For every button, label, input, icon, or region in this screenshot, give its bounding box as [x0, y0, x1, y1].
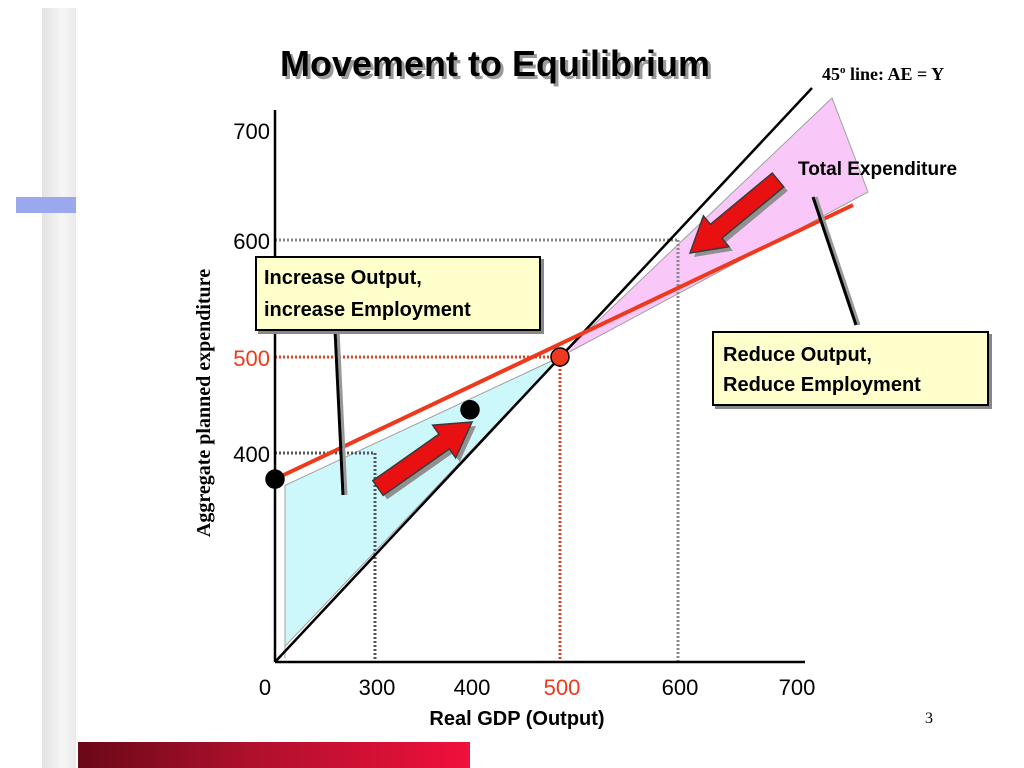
x-tick-700: 700 [779, 675, 816, 700]
annotation-increase-line1: Increase Output, [264, 267, 422, 289]
point-0-350 [265, 469, 285, 489]
point-400-445 [460, 400, 480, 420]
x-tick-0: 0 [259, 675, 271, 700]
point-500-500 [550, 347, 570, 367]
series-label-total-expenditure: Total Expenditure [798, 159, 957, 180]
arrow-up-right [371, 421, 476, 500]
annotation-reduce-line1: Reduce Output, [723, 344, 872, 366]
series-label-45-line: 45o line: AE = Y [822, 64, 944, 84]
x-tick-400: 400 [454, 675, 491, 700]
y-tick-600: 600 [233, 229, 270, 254]
y-tick-700: 700 [233, 119, 270, 144]
annotation-increase: Increase Output, increase Employment [255, 256, 541, 331]
left-decor-bar [42, 8, 76, 768]
y-axis-label: Aggregate planned expenditure [193, 269, 215, 537]
leader-line-0 [333, 329, 345, 496]
leader-shadow-0 [336, 329, 348, 496]
left-accent-tab [16, 197, 76, 213]
x-tick-600: 600 [662, 675, 699, 700]
y-tick-400: 400 [233, 442, 270, 467]
series-45-line [274, 87, 813, 663]
x-tick-300: 300 [359, 675, 396, 700]
x-tick-500: 500 [544, 675, 581, 700]
leader-shadow-1 [814, 196, 861, 326]
series-total-expenditure [274, 203, 854, 481]
arrow-down-left-body [688, 172, 785, 254]
y-tick-500: 500 [233, 346, 270, 371]
leader-line-1 [811, 196, 858, 326]
slide-number: 3 [925, 710, 933, 727]
arrow-down-left [688, 172, 788, 257]
annotation-reduce: Reduce Output, Reduce Employment [712, 331, 989, 406]
annotation-increase-line2: increase Employment [264, 299, 471, 321]
bottom-decor-bar [78, 742, 470, 768]
x-axis-label: Real GDP (Output) [429, 708, 604, 730]
annotation-reduce-line2: Reduce Employment [723, 374, 921, 396]
page-title: Movement to Equilibrium [280, 43, 710, 84]
arrow-up-right-body [371, 421, 474, 497]
